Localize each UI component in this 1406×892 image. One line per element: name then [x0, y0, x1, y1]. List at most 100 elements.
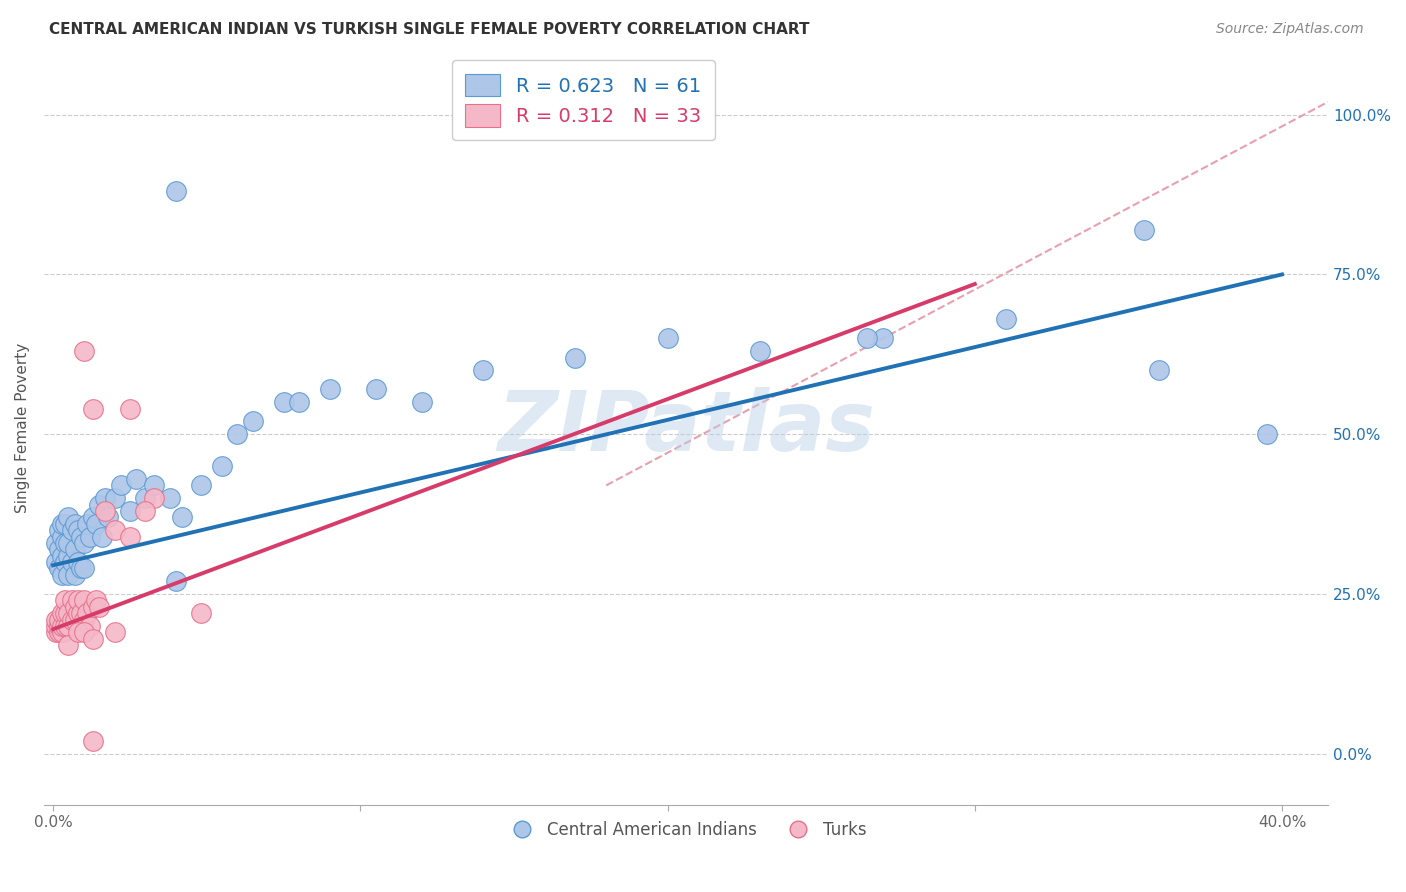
Point — [58, 619, 80, 633]
Point — [118, 401, 141, 416]
Point — [82, 510, 104, 524]
Point — [60, 555, 83, 569]
Point — [45, 555, 67, 569]
Point — [51, 529, 73, 543]
Point — [73, 613, 96, 627]
Point — [411, 395, 433, 409]
Point — [63, 613, 86, 627]
Point — [82, 734, 104, 748]
Point — [66, 555, 89, 569]
Point — [69, 606, 91, 620]
Point — [1133, 222, 1156, 236]
Legend: Central American Indians, Turks: Central American Indians, Turks — [499, 814, 873, 846]
Point — [564, 351, 586, 365]
Point — [48, 613, 70, 627]
Point — [318, 383, 340, 397]
Point — [60, 593, 83, 607]
Point — [103, 491, 125, 505]
Point — [63, 567, 86, 582]
Point — [73, 344, 96, 359]
Point — [51, 567, 73, 582]
Point — [134, 491, 156, 505]
Point — [242, 414, 264, 428]
Point — [58, 536, 80, 550]
Point — [58, 567, 80, 582]
Point — [51, 606, 73, 620]
Point — [994, 312, 1017, 326]
Point — [172, 510, 194, 524]
Point — [51, 625, 73, 640]
Point — [60, 613, 83, 627]
Point — [273, 395, 295, 409]
Point — [82, 401, 104, 416]
Point — [94, 504, 117, 518]
Point — [134, 504, 156, 518]
Point — [55, 619, 77, 633]
Point — [45, 625, 67, 640]
Point — [63, 542, 86, 557]
Point — [89, 599, 111, 614]
Point — [76, 516, 98, 531]
Point — [472, 363, 495, 377]
Point — [103, 523, 125, 537]
Point — [118, 529, 141, 543]
Point — [73, 593, 96, 607]
Point — [91, 529, 114, 543]
Point — [55, 516, 77, 531]
Point — [159, 491, 181, 505]
Point — [45, 613, 67, 627]
Point — [190, 606, 212, 620]
Point — [60, 523, 83, 537]
Point — [657, 331, 679, 345]
Point — [856, 331, 879, 345]
Point — [1256, 427, 1278, 442]
Point — [55, 536, 77, 550]
Point — [211, 459, 233, 474]
Point — [58, 549, 80, 563]
Point — [97, 510, 120, 524]
Point — [58, 606, 80, 620]
Point — [66, 593, 89, 607]
Text: Source: ZipAtlas.com: Source: ZipAtlas.com — [1216, 22, 1364, 37]
Text: CENTRAL AMERICAN INDIAN VS TURKISH SINGLE FEMALE POVERTY CORRELATION CHART: CENTRAL AMERICAN INDIAN VS TURKISH SINGL… — [49, 22, 810, 37]
Point — [118, 504, 141, 518]
Point — [55, 555, 77, 569]
Point — [84, 516, 107, 531]
Point — [125, 472, 148, 486]
Point — [66, 523, 89, 537]
Point — [872, 331, 894, 345]
Point — [69, 561, 91, 575]
Point — [66, 606, 89, 620]
Point — [748, 344, 770, 359]
Point — [48, 625, 70, 640]
Point — [82, 632, 104, 646]
Point — [190, 478, 212, 492]
Point — [58, 638, 80, 652]
Point — [165, 184, 187, 198]
Point — [51, 516, 73, 531]
Point — [45, 536, 67, 550]
Point — [48, 542, 70, 557]
Point — [79, 619, 101, 633]
Point — [69, 529, 91, 543]
Point — [143, 478, 166, 492]
Point — [110, 478, 132, 492]
Point — [226, 427, 249, 442]
Point — [63, 599, 86, 614]
Point — [58, 510, 80, 524]
Point — [73, 536, 96, 550]
Point — [63, 516, 86, 531]
Text: ZIPatlas: ZIPatlas — [498, 387, 875, 468]
Point — [48, 523, 70, 537]
Point — [73, 561, 96, 575]
Point — [51, 619, 73, 633]
Point — [45, 619, 67, 633]
Point — [51, 549, 73, 563]
Point — [82, 599, 104, 614]
Point — [55, 606, 77, 620]
Point — [1147, 363, 1170, 377]
Point — [103, 625, 125, 640]
Point — [66, 625, 89, 640]
Point — [165, 574, 187, 589]
Point — [288, 395, 311, 409]
